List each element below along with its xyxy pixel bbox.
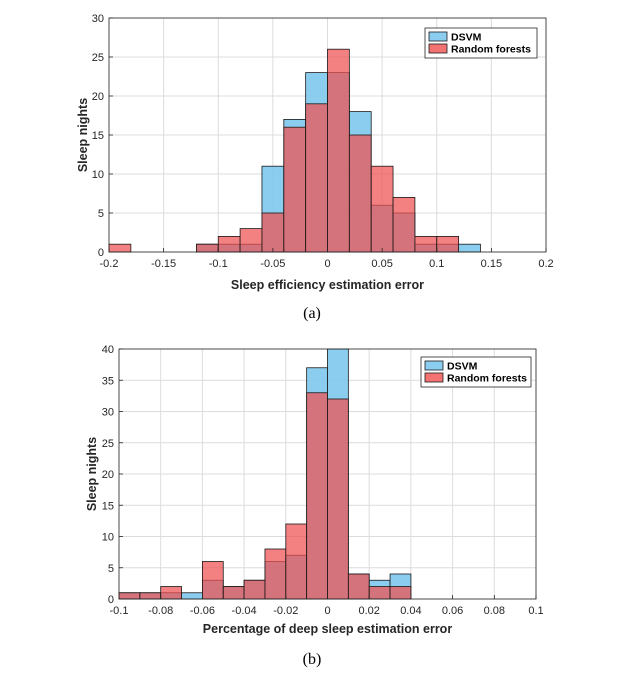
y-tick-label: 35 (102, 375, 114, 387)
rf-bar (327, 48, 350, 253)
y-tick-label: 15 (92, 130, 104, 142)
y-tick-label: 10 (92, 169, 104, 181)
legend-label-rf: Random forests (451, 44, 531, 56)
rf-bar (327, 398, 349, 600)
rf-bar (222, 586, 245, 600)
rf-bar (217, 235, 241, 253)
y-tick-label: 25 (92, 52, 104, 64)
rf-bar (108, 243, 132, 253)
y-tick-label: 30 (92, 13, 104, 25)
legend-swatch-dsvm (428, 31, 448, 42)
chart-b: -0.1 -0.08 -0.06 -0.04 -0.02 0 0.02 0.04 0.06 0.0… (85, 344, 544, 668)
y-tick-label: 25 (102, 438, 114, 450)
y-tick-label: 40 (102, 344, 114, 356)
legend-label-dsvm: DSVM (451, 32, 482, 44)
legend-label-rf: Random forests (447, 373, 527, 385)
x-tick-label: 0.05 (371, 258, 392, 270)
legend-swatch-rf (424, 372, 444, 383)
y-axis-label: Sleep nights (76, 98, 90, 172)
y-tick-label: 0 (108, 594, 114, 606)
x-tick-label: 0.06 (442, 605, 463, 617)
y-tick-label: 20 (102, 469, 114, 481)
rf-bar (239, 228, 263, 253)
panel-caption: (b) (303, 651, 322, 668)
legend-swatch-rf (428, 43, 448, 54)
x-tick-label: -0.15 (151, 258, 176, 270)
rf-bar (436, 235, 460, 253)
rf-bar (306, 392, 328, 600)
x-tick-label: -0.2 (100, 258, 119, 270)
rf-bar (139, 592, 162, 600)
y-tick-label: 20 (92, 91, 104, 103)
x-tick-label: -0.08 (148, 605, 173, 617)
rf-bar (261, 212, 285, 253)
panel-caption: (a) (303, 305, 321, 322)
x-tick-label: 0.15 (481, 258, 502, 270)
rf-bar (389, 586, 412, 600)
y-tick-label: 30 (102, 407, 114, 419)
chart-a: -0.2 -0.15 -0.1 -0.05 0 0.05 0.1 0.15 0.2 0 5 10 15 2… (76, 13, 554, 322)
rf-bar (392, 196, 416, 253)
rf-bar (118, 592, 141, 600)
rf-bar (160, 586, 182, 600)
dsvm-bar (458, 243, 481, 253)
x-tick-label: -0.1 (110, 605, 129, 617)
rf-bar (201, 561, 224, 600)
y-tick-label: 15 (102, 500, 114, 512)
rf-bar (285, 523, 308, 600)
x-axis-label: Sleep efficiency estimation error (231, 278, 424, 292)
rf-bar (195, 243, 219, 253)
rf-bar (264, 548, 287, 600)
rf-bar (414, 235, 438, 253)
y-tick-label: 0 (98, 247, 104, 259)
x-tick-label: 0.08 (484, 605, 505, 617)
y-tick-label: 5 (98, 208, 104, 220)
rf-bar (243, 579, 266, 600)
y-tick-label: 10 (102, 532, 114, 544)
x-tick-label: 0 (324, 605, 330, 617)
x-tick-label: 0.02 (358, 605, 379, 617)
x-tick-label: -0.02 (273, 605, 298, 617)
x-axis-label: Percentage of deep sleep estimation erro… (203, 622, 453, 636)
rf-bar (368, 586, 391, 600)
legend-label-dsvm: DSVM (447, 361, 478, 373)
x-tick-label: 0.2 (538, 258, 553, 270)
x-tick-label: -0.1 (209, 258, 228, 270)
y-axis-label: Sleep nights (85, 437, 99, 511)
legend-swatch-dsvm (424, 360, 444, 371)
x-tick-label: 0.04 (400, 605, 421, 617)
x-tick-label: -0.04 (232, 605, 257, 617)
x-tick-label: 0 (324, 258, 330, 270)
x-tick-label: 0.1 (528, 605, 543, 617)
x-tick-label: -0.06 (190, 605, 215, 617)
rf-bar (283, 126, 307, 253)
dsvm-bar (181, 592, 203, 600)
x-tick-label: -0.05 (260, 258, 285, 270)
x-tick-label: 0.1 (429, 258, 444, 270)
rf-bar (347, 573, 370, 600)
y-tick-label: 5 (108, 563, 114, 575)
rf-bar (305, 103, 328, 253)
rf-bar (348, 134, 372, 253)
rf-bar (370, 165, 394, 253)
